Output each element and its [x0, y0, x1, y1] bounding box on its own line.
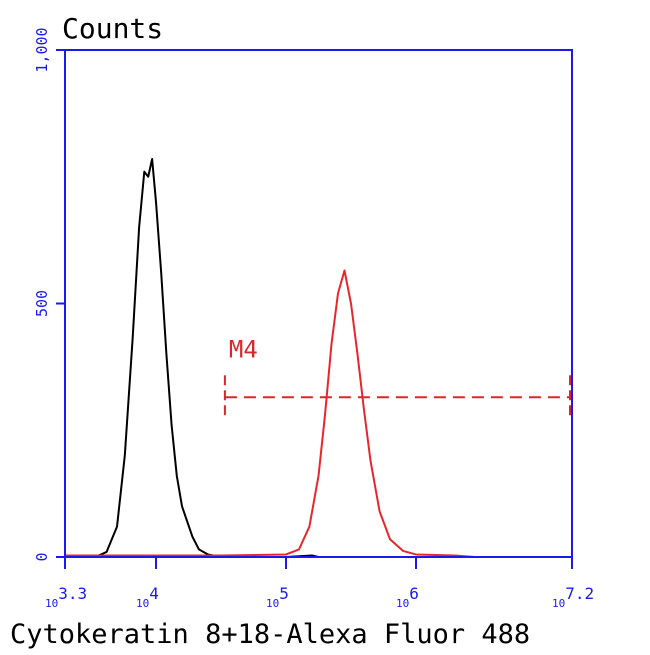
x-tick-label: 107.2 — [552, 584, 594, 610]
chart-title: Counts — [62, 12, 163, 45]
y-tick-label: 1,000 — [33, 27, 51, 72]
x-tick-base: 10 — [266, 597, 279, 610]
x-tick-base: 10 — [136, 597, 149, 610]
x-tick-label: 104 — [136, 584, 159, 610]
x-tick-base: 10 — [552, 597, 565, 610]
x-tick-base: 10 — [45, 597, 58, 610]
y-tick-label: 500 — [33, 290, 51, 317]
y-tick-label: 0 — [33, 552, 51, 561]
x-tick-exponent: 7.2 — [565, 584, 594, 603]
x-tick-label: 103.3 — [45, 584, 87, 610]
marker-label: M4 — [229, 335, 258, 363]
x-tick-base: 10 — [396, 597, 409, 610]
series-line — [65, 269, 572, 558]
x-tick-exponent: 4 — [149, 584, 159, 603]
x-tick-exponent: 5 — [279, 584, 289, 603]
x-tick-label: 105 — [266, 584, 289, 610]
x-tick-exponent: 6 — [409, 584, 419, 603]
series-line — [64, 158, 572, 558]
x-axis-label: Cytokeratin 8+18-Alexa Fluor 488 — [10, 619, 530, 650]
x-tick-label: 106 — [396, 584, 419, 610]
x-tick-exponent: 3.3 — [58, 584, 87, 603]
